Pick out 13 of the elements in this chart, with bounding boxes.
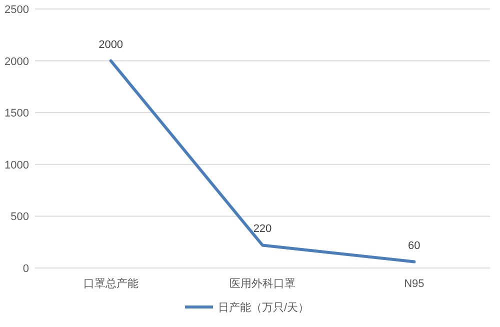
x-tick-label: N95 bbox=[404, 278, 424, 290]
y-tick-label: 1000 bbox=[4, 159, 29, 172]
legend-label: 日产能（万只/天） bbox=[218, 301, 310, 314]
y-tick-label: 1500 bbox=[4, 108, 29, 120]
data-label: 2000 bbox=[98, 38, 124, 51]
data-label: 60 bbox=[408, 240, 420, 252]
x-tick-label: 口罩总产能 bbox=[83, 277, 138, 290]
data-label: 220 bbox=[253, 223, 272, 236]
y-tick-label: 2000 bbox=[4, 56, 29, 68]
x-tick-label: 医用外科口罩 bbox=[230, 278, 296, 290]
y-tick-label: 0 bbox=[22, 263, 29, 275]
y-tick-label: 500 bbox=[10, 211, 29, 224]
y-tick-label: 2500 bbox=[4, 4, 29, 16]
